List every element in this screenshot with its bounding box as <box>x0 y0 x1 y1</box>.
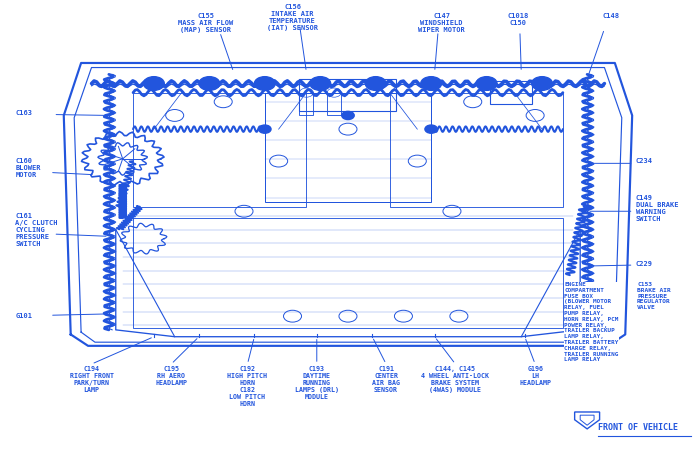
Text: C195
RH AERO
HEADLAMP: C195 RH AERO HEADLAMP <box>155 366 187 386</box>
Circle shape <box>144 77 164 90</box>
Text: C234: C234 <box>636 158 652 164</box>
Text: C160
BLOWER
MOTOR: C160 BLOWER MOTOR <box>15 158 41 178</box>
Text: G101: G101 <box>15 313 32 319</box>
Text: C193
DAYTIME
RUNNING
LAMPS (DRL)
MODULE: C193 DAYTIME RUNNING LAMPS (DRL) MODULE <box>295 366 339 400</box>
Circle shape <box>199 77 220 90</box>
Text: C191
CENTER
AIR BAG
SENSOR: C191 CENTER AIR BAG SENSOR <box>372 366 400 393</box>
Text: C149
DUAL BRAKE
WARNING
SWITCH: C149 DUAL BRAKE WARNING SWITCH <box>636 196 678 223</box>
Text: C156
INTAKE AIR
TEMPERATURE
(IAT) SENSOR: C156 INTAKE AIR TEMPERATURE (IAT) SENSOR <box>267 4 318 31</box>
Bar <box>300 93 314 116</box>
Circle shape <box>365 77 386 90</box>
Circle shape <box>476 77 497 90</box>
Text: C192
HIGH PITCH
HORN
C182
LOW PITCH
HORN: C192 HIGH PITCH HORN C182 LOW PITCH HORN <box>228 366 267 408</box>
Circle shape <box>203 79 216 88</box>
Text: C163: C163 <box>15 110 32 116</box>
Text: C194
RIGHT FRONT
PARK/TURN
LAMP: C194 RIGHT FRONT PARK/TURN LAMP <box>69 366 113 393</box>
Text: C161
A/C CLUTCH
CYCLING
PRESSURE
SWITCH: C161 A/C CLUTCH CYCLING PRESSURE SWITCH <box>15 213 58 246</box>
Text: C147
WINDSHIELD
WIPER MOTOR: C147 WINDSHIELD WIPER MOTOR <box>418 13 465 33</box>
Circle shape <box>254 77 275 90</box>
Bar <box>300 79 396 111</box>
Text: C155
MASS AIR FLOW
(MAP) SENSOR: C155 MASS AIR FLOW (MAP) SENSOR <box>178 13 234 33</box>
Text: FRONT OF VEHICLE: FRONT OF VEHICLE <box>598 424 678 432</box>
Circle shape <box>532 77 552 90</box>
Bar <box>133 218 563 328</box>
Circle shape <box>425 125 438 133</box>
Text: C229: C229 <box>636 261 652 267</box>
Circle shape <box>342 112 354 119</box>
Text: C1018
C150: C1018 C150 <box>508 13 528 26</box>
Text: C153
BRAKE AIR
PRESSURE
REGULATOR
VALVE: C153 BRAKE AIR PRESSURE REGULATOR VALVE <box>637 282 671 310</box>
Bar <box>327 93 341 116</box>
Circle shape <box>310 77 330 90</box>
Bar <box>490 81 532 104</box>
Text: ENGINE
COMPARTMENT
FUSE BOX
(BLOWER MOTOR
RELAY, FUEL
PUMP RELAY,
HORN RELAY, PC: ENGINE COMPARTMENT FUSE BOX (BLOWER MOTO… <box>564 282 619 362</box>
Text: G196
LH
HEADLAMP: G196 LH HEADLAMP <box>519 366 551 386</box>
Circle shape <box>421 77 442 90</box>
Text: C148: C148 <box>603 13 620 19</box>
Circle shape <box>258 125 271 133</box>
Text: C144, C145
4 WHEEL ANTI-LOCK
BRAKE SYSTEM
(4WAS) MODULE: C144, C145 4 WHEEL ANTI-LOCK BRAKE SYSTE… <box>421 366 489 393</box>
